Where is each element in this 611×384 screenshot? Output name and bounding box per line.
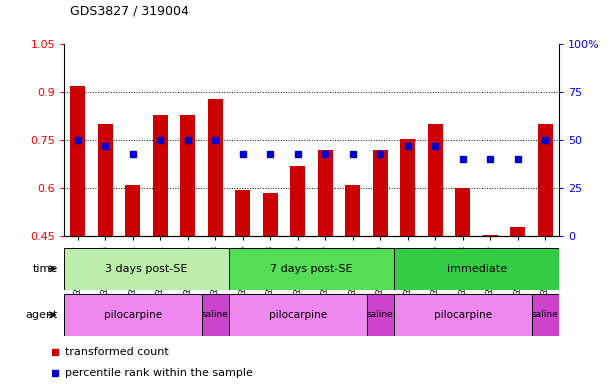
Text: saline: saline: [367, 310, 393, 319]
Bar: [290, 166, 306, 236]
Text: percentile rank within the sample: percentile rank within the sample: [65, 368, 253, 379]
Bar: [538, 124, 553, 236]
Text: pilocarpine: pilocarpine: [269, 310, 327, 320]
Bar: [64, 248, 229, 290]
Bar: [229, 248, 394, 290]
Bar: [125, 185, 141, 236]
Text: pilocarpine: pilocarpine: [434, 310, 492, 320]
Bar: [455, 188, 470, 236]
Bar: [263, 193, 278, 236]
Text: saline: saline: [202, 310, 229, 319]
Bar: [367, 294, 394, 336]
Bar: [64, 294, 202, 336]
Text: pilocarpine: pilocarpine: [104, 310, 162, 320]
Bar: [394, 248, 559, 290]
Bar: [202, 294, 229, 336]
Text: time: time: [33, 264, 58, 274]
Bar: [208, 99, 223, 236]
Bar: [394, 294, 532, 336]
Bar: [532, 294, 559, 336]
Text: transformed count: transformed count: [65, 347, 169, 358]
Bar: [235, 190, 251, 236]
Bar: [70, 86, 86, 236]
Bar: [483, 235, 498, 236]
Text: agent: agent: [26, 310, 58, 320]
Bar: [180, 114, 196, 236]
Bar: [345, 185, 360, 236]
Text: immediate: immediate: [447, 264, 507, 274]
Bar: [229, 294, 367, 336]
Text: 3 days post-SE: 3 days post-SE: [106, 264, 188, 274]
Bar: [428, 124, 443, 236]
Bar: [98, 124, 113, 236]
Text: GDS3827 / 319004: GDS3827 / 319004: [70, 4, 189, 17]
Bar: [400, 139, 415, 236]
Bar: [510, 227, 525, 236]
Bar: [373, 150, 388, 236]
Bar: [318, 150, 333, 236]
Bar: [153, 114, 168, 236]
Text: 7 days post-SE: 7 days post-SE: [270, 264, 353, 274]
Text: saline: saline: [532, 310, 558, 319]
